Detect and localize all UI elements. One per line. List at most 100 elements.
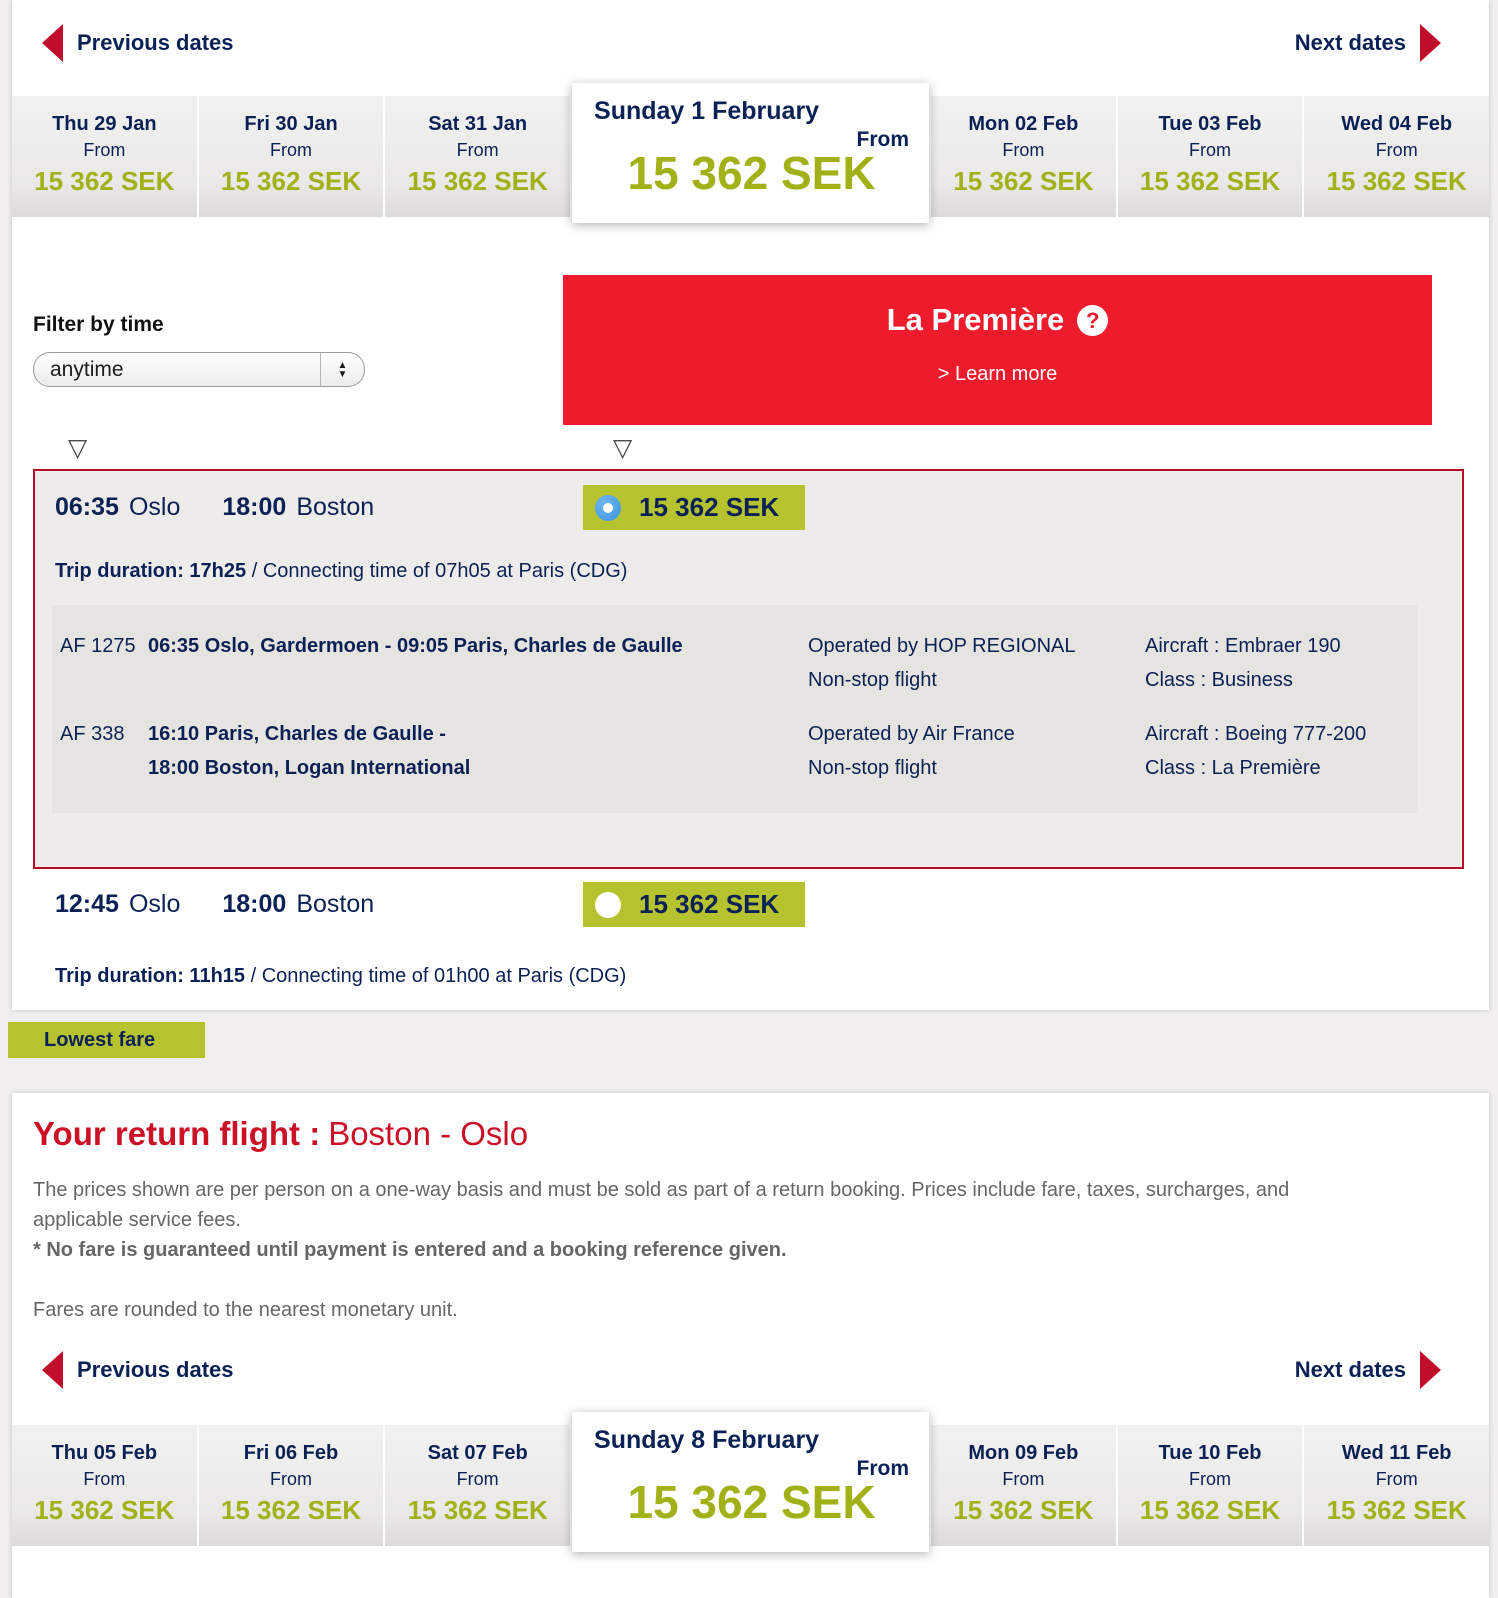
flight-times: 06:35 Oslo 18:00 Boston	[55, 493, 583, 522]
date-tab[interactable]: Tue 03 Feb From 15 362 SEK	[1117, 96, 1303, 217]
fare-select-cell[interactable]: 15 362 SEK	[583, 882, 806, 927]
date-tab-day: Fri 06 Feb	[243, 1442, 339, 1464]
next-arrow-icon	[1420, 24, 1441, 62]
segment-flight-number: AF 338	[60, 723, 125, 745]
next-dates-label: Next dates	[1294, 1357, 1406, 1382]
date-tab-price: 15 362 SEK	[34, 166, 175, 196]
date-tab-day: Thu 29 Jan	[52, 113, 157, 135]
date-tab-price: 15 362 SEK	[627, 1476, 876, 1528]
date-tab-from: From	[270, 140, 312, 160]
select-stepper-icon	[320, 353, 364, 386]
date-tab-price: 15 362 SEK	[407, 1495, 548, 1525]
date-tab-day: Sunday 1 February	[594, 97, 820, 125]
help-icon[interactable]: ?	[1077, 304, 1109, 336]
date-tab-from: From	[456, 1469, 499, 1489]
previous-dates-button[interactable]: Previous dates	[42, 24, 234, 62]
date-tab[interactable]: Thu 29 Jan From 15 362 SEK	[12, 96, 197, 217]
date-tab-from: From	[1375, 1469, 1418, 1489]
fare-notes: The prices shown are per person on a one…	[33, 1175, 1383, 1325]
return-flight-heading: Your return flight : Boston - Oslo	[12, 1093, 1489, 1153]
return-date-nav: Previous dates Next dates	[12, 1325, 1489, 1389]
date-tab[interactable]: Wed 11 Feb From 15 362 SEK	[1304, 1425, 1490, 1546]
date-tab-day: Sunday 8 February	[594, 1426, 820, 1454]
arrival-city: Boston	[296, 890, 375, 918]
next-arrow-icon	[1420, 1351, 1441, 1389]
date-tab-price: 15 362 SEK	[1326, 1495, 1467, 1525]
return-heading-label: Your return flight :	[33, 1115, 321, 1152]
previous-arrow-icon	[42, 1351, 63, 1389]
date-tab-day: Wed 11 Feb	[1341, 1442, 1452, 1464]
banner-title: La Première	[886, 302, 1065, 337]
date-tab-price: 15 362 SEK	[220, 166, 362, 196]
date-tab-price: 15 362 SEK	[953, 166, 1094, 196]
date-tab-day: Fri 30 Jan	[244, 113, 338, 135]
flight-segments: AF 1275 06:35 Oslo, Gardermoen - 09:05 P…	[52, 605, 1417, 813]
date-tab-day: Tue 10 Feb	[1158, 1442, 1262, 1464]
previous-dates-label: Previous dates	[77, 30, 234, 55]
departure-time: 12:45	[55, 890, 119, 918]
date-tab[interactable]: Sat 07 Feb From 15 362 SEK	[385, 1425, 571, 1546]
arrival-time: 18:00	[222, 493, 287, 521]
segment-aircraft: Aircraft : Embraer 190 Class : Business	[1145, 635, 1341, 691]
date-tab[interactable]: Sat 31 Jan From 15 362 SEK	[385, 96, 571, 217]
date-tab[interactable]: Wed 04 Feb From 15 362 SEK	[1304, 96, 1490, 217]
date-tab-selected[interactable]: Sunday 8 February From 15 362 SEK	[572, 1412, 930, 1552]
previous-dates-button[interactable]: Previous dates	[42, 1351, 234, 1389]
fare-radio-unselected[interactable]	[595, 891, 621, 918]
date-tab[interactable]: Tue 10 Feb From 15 362 SEK	[1117, 1425, 1303, 1546]
sort-indicators	[12, 437, 1489, 459]
date-tab-from: From	[1189, 1469, 1232, 1489]
next-dates-button[interactable]: Next dates	[1295, 24, 1441, 62]
date-tab-from: From	[83, 1469, 126, 1489]
learn-more-link[interactable]: > Learn more	[937, 363, 1058, 385]
date-tab[interactable]: Mon 09 Feb From 15 362 SEK	[931, 1425, 1116, 1546]
date-tab-day: Mon 02 Feb	[968, 113, 1079, 135]
date-tab-selected[interactable]: Sunday 1 February From 15 362 SEK	[572, 83, 930, 223]
date-tab-day: Tue 03 Feb	[1158, 113, 1262, 135]
fare-note-2: * No fare is guaranteed until payment is…	[33, 1239, 787, 1261]
date-tab-price: 15 362 SEK	[1139, 1495, 1281, 1525]
previous-dates-label: Previous dates	[77, 1357, 234, 1382]
date-tab-day: Wed 04 Feb	[1341, 113, 1453, 135]
outbound-date-nav: Previous dates Next dates	[12, 0, 1489, 62]
date-tab-price: 15 362 SEK	[407, 166, 548, 196]
date-tab-from: From	[456, 140, 499, 160]
date-tab-day: Sat 07 Feb	[427, 1442, 528, 1464]
previous-arrow-icon	[42, 24, 63, 62]
segment-aircraft: Aircraft : Boeing 777-200 Class : La Pre…	[1145, 723, 1367, 779]
date-tab[interactable]: Mon 02 Feb From 15 362 SEK	[931, 96, 1116, 217]
date-tab-day: Thu 05 Feb	[51, 1442, 158, 1464]
flight-option-selected: 06:35 Oslo 18:00 Boston 15 362 SEK Trip dur…	[33, 469, 1464, 869]
time-filter: Filter by time anytime	[12, 275, 563, 387]
segment-route: 16:10 Paris, Charles de Gaulle - 18:00 B…	[148, 723, 471, 779]
date-tab-from: From	[1375, 140, 1418, 160]
return-date-strip: Thu 05 Feb From 15 362 SEK Fri 06 Feb Fr…	[12, 1412, 1490, 1552]
date-tab-from: From	[856, 1457, 910, 1480]
return-flight-panel: Your return flight : Boston - Oslo The pr…	[12, 1093, 1490, 1598]
date-tab[interactable]: Fri 30 Jan From 15 362 SEK	[198, 96, 384, 217]
arrival-city: Boston	[296, 493, 375, 521]
date-tab-from: From	[856, 128, 910, 151]
departure-city: Oslo	[128, 493, 181, 521]
segment-operator: Operated by HOP REGIONAL Non-stop flight	[808, 635, 1076, 691]
fare-radio-selected[interactable]	[595, 494, 621, 521]
next-dates-button[interactable]: Next dates	[1295, 1351, 1441, 1389]
filter-and-banner-row: Filter by time anytime La Première ? > L…	[12, 275, 1489, 425]
segment-flight-number: AF 1275	[60, 635, 136, 657]
date-tab-from: From	[1002, 140, 1045, 160]
la-premiere-banner: La Première ? > Learn more	[563, 275, 1432, 425]
sort-triangle-icon[interactable]	[613, 433, 632, 463]
date-tab[interactable]: Thu 05 Feb From 15 362 SEK	[12, 1425, 197, 1546]
flight-option: 12:45 Oslo 18:00 Boston 15 362 SEK Trip dur…	[35, 882, 1462, 988]
date-tab-price: 15 362 SEK	[34, 1495, 175, 1525]
time-filter-select[interactable]: anytime	[33, 352, 365, 387]
fare-note-1: The prices shown are per person on a one…	[33, 1179, 1290, 1231]
fare-select-cell[interactable]: 15 362 SEK	[583, 485, 806, 530]
outbound-date-strip: Thu 29 Jan From 15 362 SEK Fri 30 Jan Fr…	[12, 83, 1490, 223]
return-heading-route: Boston - Oslo	[328, 1115, 529, 1152]
sort-triangle-icon[interactable]	[68, 433, 87, 463]
date-tab-day: Mon 09 Feb	[968, 1442, 1079, 1464]
date-tab[interactable]: Fri 06 Feb From 15 362 SEK	[198, 1425, 384, 1546]
departure-time: 06:35	[55, 493, 119, 521]
arrival-time: 18:00	[222, 890, 287, 918]
